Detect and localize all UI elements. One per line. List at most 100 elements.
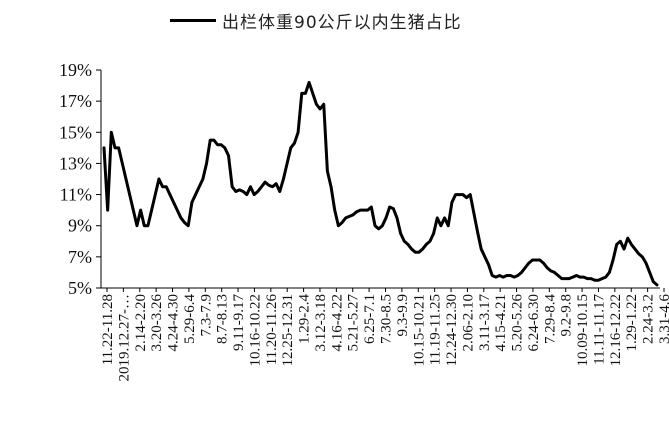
data-point (274, 182, 278, 185)
data-point (201, 177, 205, 181)
data-point (582, 275, 585, 279)
data-point (318, 107, 322, 111)
y-tick-label: 13% (59, 153, 92, 173)
data-point (362, 208, 366, 212)
data-point (556, 274, 560, 277)
data-point (165, 185, 168, 188)
x-tick-label: 2019.12.27-… (116, 294, 132, 382)
data-point (194, 193, 197, 196)
data-point (293, 141, 296, 145)
data-point (498, 274, 501, 277)
data-point (223, 146, 227, 150)
data-point (161, 185, 164, 188)
data-point (469, 193, 472, 196)
data-point (520, 271, 523, 274)
data-point (307, 81, 311, 84)
data-point (230, 185, 234, 188)
data-point (505, 274, 509, 277)
data-point (454, 193, 457, 196)
y-tick-label: 7% (68, 247, 92, 267)
data-point (252, 193, 256, 196)
x-tick-label: 5.21-5.27 (346, 294, 362, 352)
data-point (549, 269, 552, 273)
data-point (410, 247, 413, 251)
legend-label: 出栏体重90公斤以内生猪占比 (222, 12, 462, 33)
data-point (575, 274, 578, 277)
x-axis-ticks: 11.22-11.28 2019.12.27-… 2.14-2.20 3.20-3.2… (100, 288, 669, 382)
x-tick-label: 6.24-6.30 (526, 294, 542, 352)
x-tick-label: 2.24-3.2 (641, 294, 657, 344)
data-point (282, 177, 285, 181)
x-tick-label: 7.29-8.4 (542, 294, 558, 344)
data-point (179, 216, 183, 220)
data-point (432, 232, 435, 235)
data-point (289, 146, 292, 150)
data-point (212, 138, 216, 142)
data-point (542, 261, 545, 265)
data-point (461, 193, 465, 196)
data-point (190, 201, 194, 204)
x-tick-label: 5.20-5.26 (510, 294, 526, 352)
x-tick-label: 9.2-9.8 (559, 294, 575, 337)
data-point (285, 162, 289, 165)
data-point (333, 208, 336, 212)
data-point (494, 275, 498, 279)
data-point (150, 208, 153, 212)
data-point (425, 243, 428, 246)
x-tick-label: 3.12-3.18 (313, 294, 329, 352)
data-point (326, 170, 329, 173)
data-point (348, 215, 351, 218)
data-point (447, 224, 450, 227)
y-tick-label: 17% (59, 91, 92, 111)
axes (100, 70, 660, 289)
legend-line-swatch (170, 18, 216, 22)
legend: 出栏体重90公斤以内生猪占比 (170, 8, 462, 33)
data-point (538, 258, 542, 262)
data-point (509, 274, 512, 277)
data-point (443, 216, 446, 220)
x-tick-label: 4.15-4.21 (493, 294, 509, 352)
data-point (219, 143, 223, 146)
data-point (512, 275, 516, 279)
x-tick-label: 11.20-11.26 (264, 294, 280, 366)
data-point (143, 224, 146, 227)
data-point (278, 190, 281, 193)
x-tick-label: 11.22-11.28 (100, 294, 116, 365)
data-point (113, 146, 117, 150)
data-point (198, 185, 201, 188)
data-point (439, 224, 443, 227)
x-tick-label: 12.24-12.30 (444, 294, 460, 367)
data-point (403, 240, 406, 243)
data-point (593, 279, 596, 282)
x-tick-label: 3.11-3.17 (477, 294, 493, 351)
data-point (501, 275, 505, 279)
x-tick-label: 3.31-4.6 (657, 294, 669, 344)
data-point (187, 224, 190, 227)
data-point (209, 138, 212, 142)
x-tick-label: 7.30-8.5 (379, 294, 395, 344)
data-point (553, 271, 556, 274)
data-point (304, 92, 307, 95)
data-point (392, 207, 395, 210)
y-tick-label: 9% (68, 216, 92, 236)
data-point (641, 255, 644, 259)
data-point (154, 193, 157, 196)
data-point (417, 250, 421, 254)
data-point (234, 190, 238, 193)
data-point (534, 258, 538, 262)
data-point (619, 240, 622, 243)
data-point (476, 230, 479, 234)
data-point (300, 92, 303, 95)
data-point (183, 221, 186, 224)
x-tick-label: 11.19-11.25 (428, 294, 444, 365)
data-point (260, 185, 263, 188)
x-tick-label: 6.25-7.1 (362, 294, 378, 344)
x-tick-label: 5.29-6.4 (182, 294, 198, 344)
data-point (586, 277, 589, 280)
data-point (655, 283, 659, 287)
y-tick-label: 5% (68, 278, 92, 298)
data-point (589, 277, 593, 280)
data-point (117, 146, 120, 150)
x-tick-label: 10.15-10.21 (411, 294, 427, 367)
